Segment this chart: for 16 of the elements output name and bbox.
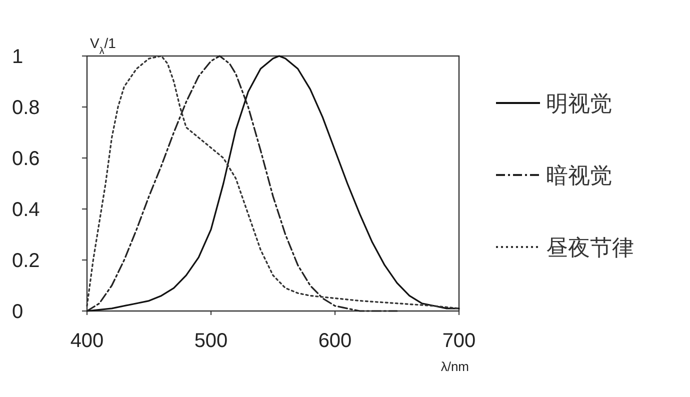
legend-label: 昼夜节律 [546, 235, 634, 260]
x-tick-label: 400 [70, 330, 104, 352]
x-tick-label: 500 [194, 330, 228, 352]
legend-label: 暗视觉 [546, 163, 612, 188]
x-tick-label: 700 [442, 330, 476, 352]
y-tick-label: 0 [12, 301, 24, 323]
y-tick-label: 0.8 [12, 97, 40, 119]
y-tick-label: 0.4 [12, 199, 40, 221]
y-tick-label: 0.6 [12, 148, 40, 170]
y-axis-title: V$_{λ}$/1 [90, 35, 116, 56]
x-axis-title: λ/nm [440, 359, 469, 374]
x-tick-label: 600 [318, 330, 352, 352]
y-tick-label: 1 [12, 46, 24, 68]
line-series [86, 55, 398, 312]
legend-label: 明视觉 [546, 91, 612, 116]
y-tick-label: 0.2 [12, 250, 40, 272]
